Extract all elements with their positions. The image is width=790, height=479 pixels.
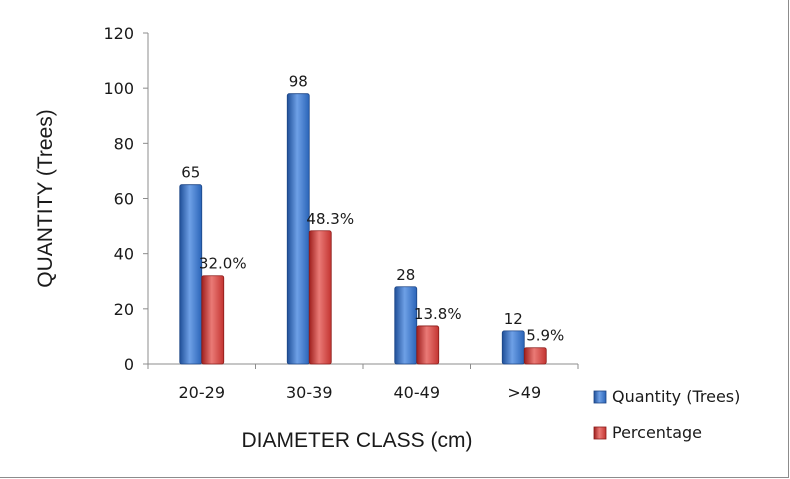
data-label-quantity: 12 [504, 310, 523, 328]
data-label-quantity: 28 [396, 266, 415, 284]
data-label-percentage: 5.9% [526, 327, 564, 345]
bar-quantity [179, 184, 203, 365]
x-tick-label: 30-39 [286, 383, 333, 402]
x-tick-label: >49 [507, 383, 541, 402]
bar-quantity [394, 286, 418, 365]
y-tick-label: 80 [114, 134, 134, 153]
y-tick-label: 120 [103, 24, 134, 43]
y-tick-label: 0 [124, 355, 134, 374]
x-tick-label: 20-29 [179, 383, 226, 402]
axes: 0 20 40 60 80 100 120 20-29 30-39 40-49 >49 [103, 24, 579, 402]
data-label-percentage: 48.3% [306, 210, 354, 228]
x-tick-label: 40-49 [394, 383, 441, 402]
x-axis-title: DIAMETER CLASS (cm) [241, 429, 472, 452]
bar-percentage [416, 325, 440, 365]
bar-percentage [201, 275, 225, 365]
bar-quantity [501, 330, 525, 365]
data-label-percentage: 32.0% [199, 255, 247, 273]
y-tick-label: 40 [114, 245, 134, 264]
y-tick-label: 60 [114, 190, 134, 209]
bar-quantity [286, 93, 310, 365]
legend-label-quantity: Quantity (Trees) [612, 387, 740, 406]
data-label-quantity: 65 [181, 164, 200, 182]
bar-percentage [523, 347, 547, 365]
bars [179, 93, 547, 365]
legend-label-percentage: Percentage [612, 423, 702, 442]
data-label-percentage: 13.8% [414, 305, 462, 323]
y-axis-title: QUANTITY (Trees) [34, 109, 57, 288]
data-labels: 65 32.0% 98 48.3% 28 13.8% 125.9% [181, 73, 564, 345]
legend: Quantity (Trees) Percentage [593, 387, 740, 442]
legend-swatch-percentage [593, 426, 607, 440]
y-tick-label: 100 [103, 79, 134, 98]
bar-percentage [308, 230, 332, 365]
y-tick-label: 20 [114, 300, 134, 319]
legend-swatch-quantity [593, 390, 607, 404]
data-label-quantity: 98 [289, 73, 308, 91]
